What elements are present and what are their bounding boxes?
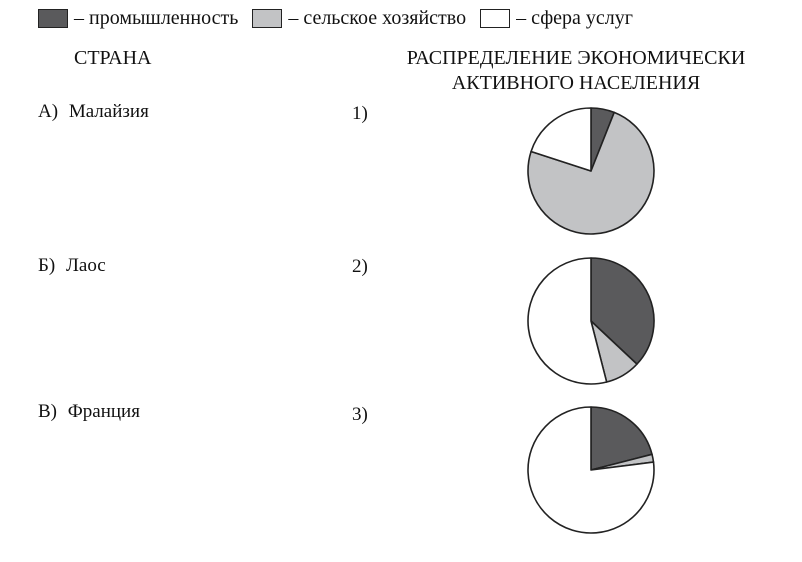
country-letter: В)	[38, 401, 57, 422]
country-name: Франция	[67, 401, 140, 422]
pie-3-slice-services	[527, 406, 655, 534]
pie-2-slice-services	[527, 257, 608, 385]
country-letter: А)	[38, 101, 59, 122]
legend-label-industry: – промышленность	[74, 6, 239, 29]
country-name: Малайзия	[68, 101, 149, 122]
legend-item-agriculture: – сельское хозяйство	[252, 7, 466, 30]
legend-swatch-agriculture	[252, 8, 283, 28]
pie-1-slice-services	[530, 107, 592, 172]
pie-label-2: 2)	[352, 256, 368, 277]
pie-chart-2	[527, 257, 655, 385]
legend-swatch-industry	[38, 8, 68, 28]
country-column-header: СТРАНА	[74, 47, 152, 69]
legend-label-services: – сфера услуг	[516, 6, 633, 29]
pie-chart-1	[527, 107, 655, 235]
legend: – промышленность – сельское хозяйство – …	[38, 6, 647, 30]
pie-chart-3	[527, 406, 655, 534]
pie-2-slice-industry	[590, 257, 655, 365]
country-letter: Б)	[38, 255, 56, 276]
country-row-a: А) Малайзия	[38, 102, 149, 121]
country-row-c: В) Франция	[38, 402, 140, 421]
distribution-header-line1: РАСПРЕДЕЛЕНИЕ ЭКОНОМИЧЕСКИ	[406, 47, 746, 69]
legend-item-services: – сфера услуг	[480, 7, 633, 30]
pie-3-slice-industry	[590, 406, 653, 471]
pie-label-3: 3)	[352, 404, 368, 425]
legend-label-agriculture: – сельское хозяйство	[288, 6, 467, 29]
country-name: Лаос	[66, 255, 106, 276]
legend-swatch-services	[480, 8, 511, 28]
country-row-b: Б) Лаос	[38, 256, 106, 275]
pie-label-1: 1)	[352, 103, 368, 124]
legend-item-industry: – промышленность	[38, 7, 238, 30]
distribution-header-line2: АКТИВНОГО НАСЕЛЕНИЯ	[451, 72, 701, 94]
pie-1-slice-agriculture	[527, 111, 655, 235]
